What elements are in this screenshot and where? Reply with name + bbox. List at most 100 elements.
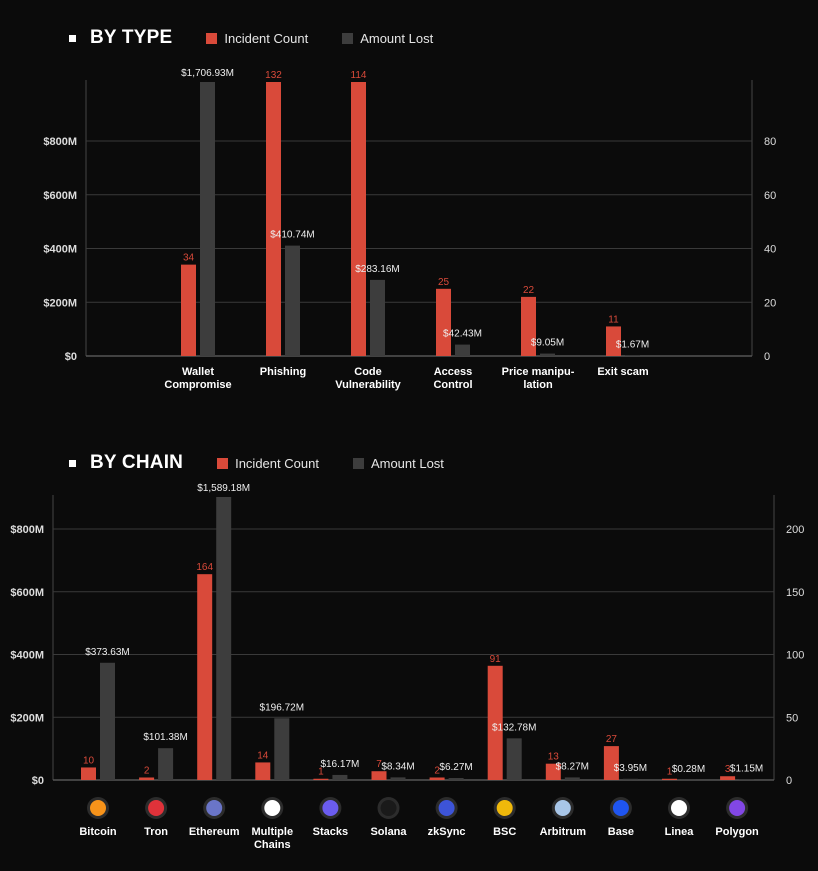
left-tick-label: $400M — [10, 650, 44, 662]
by-type-header: BY TYPE Incident Count Amount Lost — [69, 27, 467, 49]
amount-lost-label: $6.27M — [439, 762, 472, 773]
legend-incident-count: Incident Count — [217, 456, 319, 471]
amount-lost-bar — [332, 774, 348, 780]
category-label-line: Wallet — [182, 366, 214, 378]
category-label: Access Control — [433, 366, 472, 391]
amount-lost-bar — [200, 82, 215, 356]
category-label-line: Ethereum — [189, 826, 240, 838]
incident-count-label: 11 — [608, 314, 619, 325]
incident-swatch — [217, 457, 229, 469]
category-label-line: Solana — [370, 826, 407, 838]
category-label: Arbitrum — [540, 826, 587, 838]
category-label-line: zkSync — [428, 826, 466, 838]
incident-count-bar — [371, 771, 387, 780]
amount-lost-bar — [370, 279, 385, 356]
by-chain-title: BY CHAIN — [90, 452, 184, 473]
amount-lost-label: $0.28M — [672, 764, 705, 775]
incident-count-label: 14 — [257, 750, 269, 761]
category-label-line: Multiple — [252, 826, 294, 838]
right-tick-label: 50 — [786, 712, 798, 724]
by-chain-chart: $0 0 $200M 50 $400M 100 $600M 150 $800M 200 10 $373… — [10, 483, 804, 851]
category-label-line: Vulnerability — [335, 379, 401, 391]
polygon-icon — [729, 800, 746, 816]
zksync-icon — [438, 800, 455, 816]
incident-count-bar — [266, 82, 281, 356]
category-label-line: Tron — [144, 826, 168, 838]
by-chain-header: BY CHAIN Incident Count Amount Lost — [69, 452, 478, 474]
category-label: Phishing — [260, 366, 306, 378]
incident-count-label: 25 — [438, 277, 450, 288]
category-label-line: Chains — [254, 839, 291, 851]
right-tick-label: 0 — [764, 351, 770, 363]
category-label: Polygon — [715, 826, 759, 838]
incident-count-bar — [662, 778, 677, 780]
category-label-line: Bitcoin — [79, 826, 117, 838]
ethereum-icon — [206, 800, 223, 816]
incident-count-label: 27 — [606, 734, 618, 745]
incident-count-bar — [436, 288, 451, 356]
amount-lost-label: $283.16M — [355, 264, 399, 275]
linea-icon — [671, 800, 687, 816]
incident-count-label: 2 — [144, 765, 150, 776]
amount-lost-label: $1,589.18M — [197, 483, 250, 494]
right-tick-label: 60 — [764, 190, 776, 202]
incident-count-label: 91 — [490, 654, 502, 665]
amount-lost-label: $42.43M — [443, 329, 482, 340]
incident-count-bar — [139, 777, 155, 780]
bsc-icon — [496, 800, 513, 816]
amount-lost-label: $132.78M — [492, 722, 536, 733]
amount-lost-label: $8.34M — [381, 761, 414, 772]
base-icon — [612, 800, 629, 816]
incident-count-bar — [197, 574, 213, 780]
incident-count-bar — [606, 326, 621, 356]
category-label: zkSync — [428, 826, 466, 838]
incident-count-label: 3 — [725, 764, 731, 775]
title-bullet — [69, 459, 76, 467]
amount-lost-bar — [100, 662, 115, 780]
incident-count-bar — [313, 778, 329, 780]
category-label: Price manipu-lation — [502, 366, 575, 391]
amount-lost-label: $373.63M — [85, 647, 129, 658]
incident-count-label: 7 — [376, 759, 382, 770]
right-tick-label: 40 — [764, 244, 776, 256]
incident-count-bar — [351, 82, 366, 356]
amount-lost-bar — [285, 245, 300, 356]
amount-lost-bar — [540, 353, 555, 356]
incident-count-bar — [720, 776, 736, 780]
amount-lost-label: $1,706.93M — [181, 68, 234, 79]
by-type-chart: $0 0 $200M 20 $400M 40 $600M 60 $800M 80 34 $1,706.… — [43, 68, 776, 391]
category-label: Code Vulnerability — [335, 366, 401, 391]
tron-icon — [148, 800, 165, 816]
amount-lost-bar — [390, 777, 406, 780]
amount-lost-bar — [274, 718, 290, 780]
amount-lost-bar — [216, 497, 232, 780]
left-tick-label: $600M — [43, 190, 77, 202]
category-label-line: Stacks — [313, 826, 348, 838]
left-tick-label: $800M — [10, 524, 44, 536]
incident-count-label: 13 — [548, 752, 560, 763]
amount-swatch — [342, 32, 354, 44]
category-label: Exit scam — [597, 366, 649, 378]
incident-count-bar — [603, 746, 619, 780]
amount-lost-bar — [622, 778, 638, 780]
right-tick-label: 150 — [786, 587, 804, 599]
incident-count-bar — [81, 767, 96, 780]
incident-count-bar — [429, 777, 445, 780]
amount-lost-bar — [448, 778, 464, 780]
amount-lost-label: $410.74M — [270, 230, 314, 241]
legend-amount-label: Amount Lost — [370, 455, 444, 471]
bitcoin-icon — [90, 800, 106, 816]
category-label-line: Linea — [665, 826, 695, 838]
category-label-line: Code — [354, 366, 382, 378]
right-tick-label: 0 — [786, 775, 792, 787]
category-label: Multiple Chains — [252, 826, 294, 851]
category-label-line: Base — [608, 826, 634, 838]
incident-count-label: 1 — [318, 767, 324, 778]
category-label-line: Arbitrum — [540, 826, 587, 838]
by-type-title: BY TYPE — [90, 27, 173, 48]
right-tick-label: 20 — [764, 297, 776, 309]
amount-lost-label: $196.72M — [260, 702, 304, 713]
category-label: Linea — [665, 826, 695, 838]
incident-swatch — [206, 32, 218, 44]
incident-count-label: 164 — [196, 562, 213, 573]
